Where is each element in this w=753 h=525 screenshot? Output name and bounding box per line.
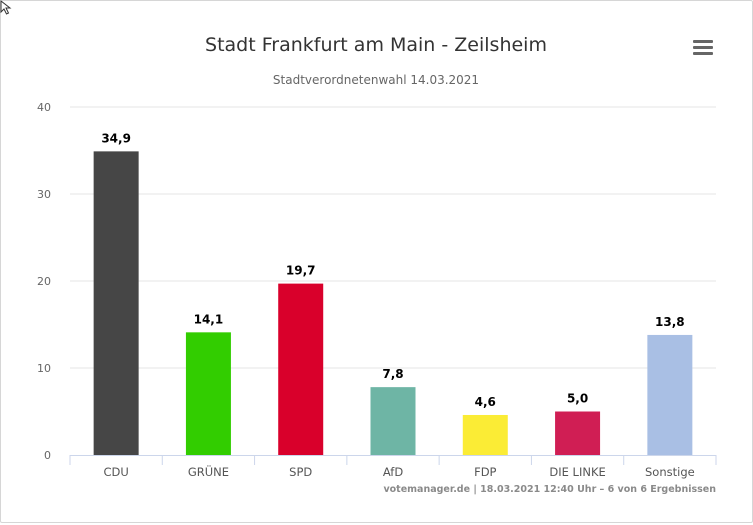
menu-line [693,52,713,55]
y-axis: 0 10 20 30 40 [37,101,51,462]
mouse-cursor-icon [0,0,12,15]
y-tick-label: 40 [37,101,51,114]
bar-afd[interactable] [370,387,416,455]
bar-sonstige[interactable] [647,334,693,455]
x-tick-label: FDP [474,465,496,479]
menu-line [693,40,713,43]
chart-title: Stadt Frankfurt am Main - Zeilsheim [205,34,547,56]
hamburger-menu-icon[interactable] [690,38,716,60]
data-label: 14,1 [194,312,224,326]
x-tick-label: DIE LINKE [549,465,605,479]
data-label: 19,7 [286,264,316,278]
x-tick-label: SPD [289,465,312,479]
y-tick-label: 0 [44,449,51,462]
data-label: 5,0 [567,392,588,406]
x-tick-label: CDU [103,465,128,479]
data-label: 34,9 [101,131,131,145]
bar-die-linke[interactable] [555,411,601,456]
data-label: 4,6 [475,395,496,409]
x-tick-label: GRÜNE [188,463,229,479]
grid-lines [70,106,716,369]
menu-line [693,46,713,49]
x-tick-label: Sonstige [645,465,695,479]
x-tick-label: AfD [383,465,404,479]
y-tick-label: 30 [37,188,51,201]
chart-subtitle: Stadtverordnetenwahl 14.03.2021 [273,73,479,87]
data-labels: 34,9 14,1 19,7 7,8 4,6 5,0 13,8 [101,131,684,409]
y-tick-label: 20 [37,275,51,288]
data-label: 13,8 [655,315,685,329]
x-axis: CDU GRÜNE SPD AfD FDP DIE LINKE Sonstige [69,455,717,479]
y-tick-label: 10 [37,362,51,375]
data-label: 7,8 [382,367,403,381]
bar-spd[interactable] [278,283,324,455]
bar-cdu[interactable] [93,151,139,455]
chart-credits[interactable]: votemanager.de | 18.03.2021 12:40 Uhr – … [383,484,716,495]
bars [93,151,693,456]
bar-grüne[interactable] [185,332,231,455]
bar-fdp[interactable] [462,414,508,455]
